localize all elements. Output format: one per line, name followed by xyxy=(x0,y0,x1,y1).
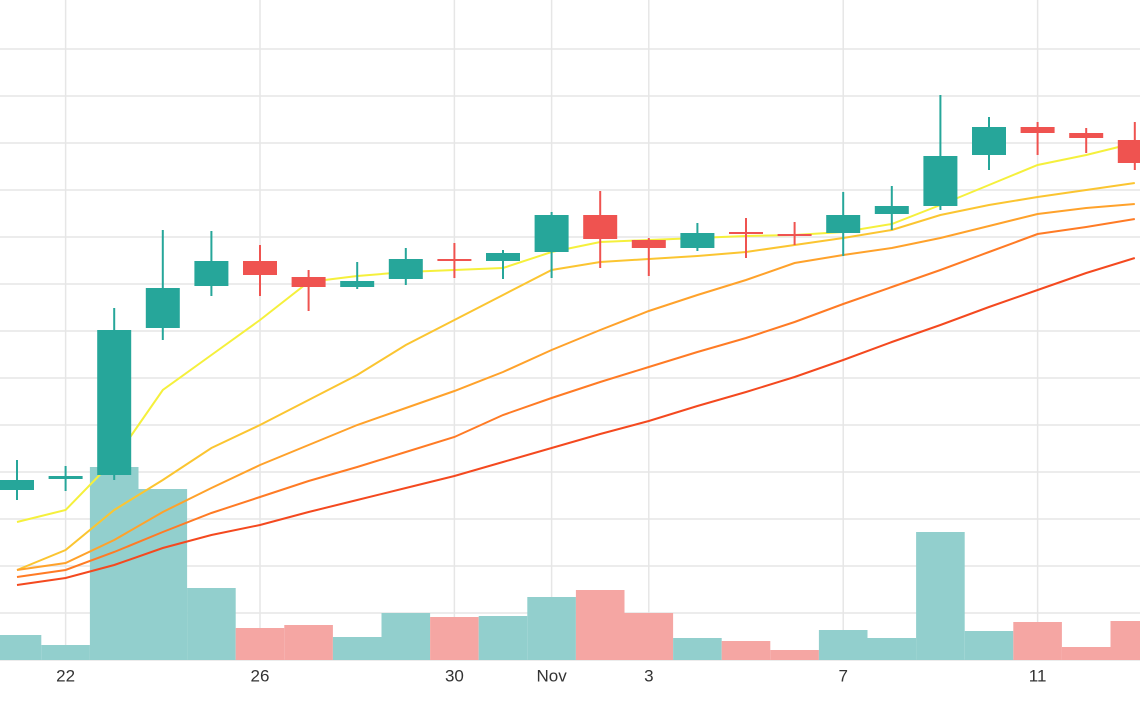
candle-body xyxy=(145,288,180,328)
volume-bar xyxy=(0,635,42,660)
volume-bar xyxy=(673,638,722,660)
grid xyxy=(0,0,1140,661)
volume-bar xyxy=(527,597,576,660)
candle-body xyxy=(340,281,375,287)
x-tick-label: 30 xyxy=(445,666,464,685)
volume-bar xyxy=(478,616,528,660)
volume-bar xyxy=(1013,622,1062,660)
candles xyxy=(0,95,1140,500)
moving-average-line xyxy=(16,203,1135,571)
volume-bar xyxy=(41,645,90,660)
volume-bar xyxy=(89,467,139,660)
candle-body xyxy=(923,156,958,206)
candle-body xyxy=(291,277,326,287)
candle-body xyxy=(583,215,618,239)
candle-body xyxy=(1069,133,1104,138)
candle-body xyxy=(437,259,472,261)
candle-body xyxy=(777,234,812,236)
volume-bar xyxy=(916,532,965,660)
candle-body xyxy=(194,261,229,286)
volume-bar xyxy=(381,613,431,660)
x-tick-label: 3 xyxy=(644,666,653,685)
moving-average-line xyxy=(16,257,1136,586)
x-tick-label: Nov xyxy=(536,666,567,685)
candle-body xyxy=(388,259,423,279)
candle-body xyxy=(826,215,861,233)
volume-bar xyxy=(187,588,236,660)
x-tick-label: 7 xyxy=(838,666,847,685)
candle-body xyxy=(534,215,569,252)
volume-bar xyxy=(575,590,625,660)
volume-bar xyxy=(770,650,819,660)
volume-bar xyxy=(721,641,771,660)
x-tick-label: 22 xyxy=(56,666,75,685)
candle-body xyxy=(486,253,520,261)
volume-bar xyxy=(624,613,674,660)
volume-bar xyxy=(1061,647,1111,660)
candle-body xyxy=(97,330,132,475)
volume-bar xyxy=(138,489,188,660)
candle-body xyxy=(1020,127,1055,133)
candle-body xyxy=(48,476,83,479)
volume-layer xyxy=(0,467,1140,660)
volume-bar xyxy=(818,630,868,660)
volume-bar xyxy=(332,637,382,660)
candle-body xyxy=(729,232,763,234)
x-axis: 22 26 30 Nov 3 7 11 xyxy=(56,666,1046,685)
moving-average-line xyxy=(16,182,1135,571)
moving-average-line xyxy=(16,218,1135,578)
volume-bar xyxy=(235,628,285,660)
candle-body xyxy=(0,480,34,490)
x-tick-label: 26 xyxy=(251,666,270,685)
candle-body xyxy=(680,233,715,248)
candle-body xyxy=(972,127,1006,155)
x-tick-label: 11 xyxy=(1029,666,1047,685)
volume-bar xyxy=(964,631,1014,660)
volume-bar xyxy=(284,625,333,660)
volume-bar xyxy=(867,638,917,660)
volume-bar xyxy=(430,617,479,660)
candle-body xyxy=(243,261,277,275)
volume-bar xyxy=(1110,621,1140,660)
candle-body xyxy=(1117,140,1140,163)
candle-body xyxy=(631,240,666,248)
candle-body xyxy=(874,206,909,214)
